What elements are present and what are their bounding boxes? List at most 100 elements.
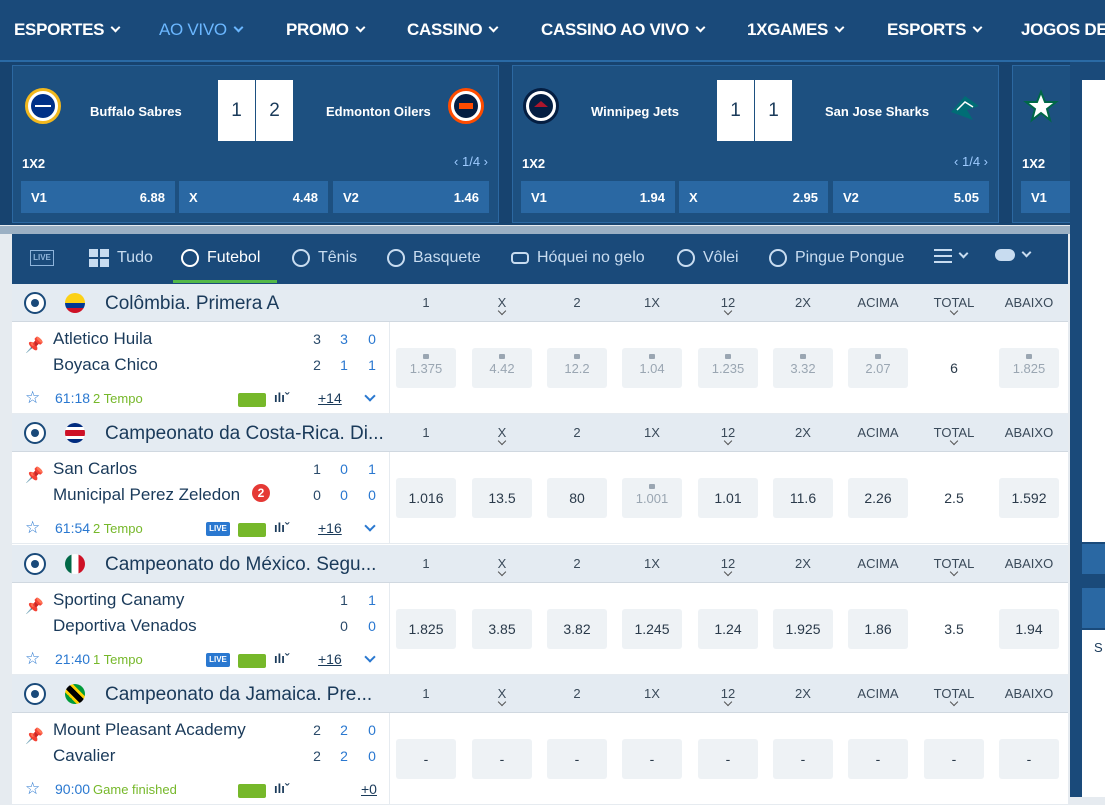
odd-cell[interactable]: 1.01 [698,478,758,518]
odd-button[interactable]: V2 1.46 [333,181,489,213]
odd-cell[interactable]: 1.245 [622,609,682,649]
column-header: 12 [698,686,758,707]
live-icon[interactable]: LIVE [206,653,230,667]
odd-cell[interactable]: 13.5 [472,478,532,518]
stats-icon[interactable]: ılıˇ [274,651,290,666]
odd-cell[interactable]: - [698,739,758,779]
nav-ao-vivo[interactable]: AO VIVO [159,20,244,40]
odd-cell[interactable]: 1.001 [622,478,682,518]
pin-icon[interactable]: 📌 [25,728,44,745]
match-row[interactable]: 📌 Sporting Canamy Deportiva Venados 1 1 0 0 ☆ 21… [12,583,1068,675]
odd-cell[interactable]: 4.42 [472,348,532,388]
match-tracker-icon[interactable] [238,393,266,407]
star-icon[interactable]: ☆ [25,779,41,798]
stats-icon[interactable]: ılıˇ [274,520,290,535]
league-header[interactable]: Campeonato da Costa-Rica. Di... 1 X 2 1X 12 2X… [12,414,1068,452]
live-icon[interactable]: LIVE [30,250,54,266]
more-sports-menu[interactable] [934,248,969,263]
odd-cell[interactable]: 1.24 [698,609,758,649]
odd-cell[interactable]: 1.86 [848,609,908,649]
chevron-down-icon[interactable] [364,651,376,663]
away-score: 1 [755,80,792,141]
odd-button[interactable]: V1 6.88 [21,181,175,213]
odd-cell[interactable]: 1.016 [396,478,456,518]
tab-volei[interactable]: Vôlei [677,249,739,267]
odd-cell[interactable]: 80 [547,478,607,518]
odd-button[interactable]: X 4.48 [179,181,328,213]
odd-cell[interactable]: 11.6 [773,478,833,518]
match-tracker-icon[interactable] [238,523,266,537]
pin-icon[interactable]: 📌 [25,598,44,615]
odd-cell[interactable]: - [622,739,682,779]
odd-cell[interactable]: 3.32 [773,348,833,388]
odd-cell[interactable]: 12.2 [547,348,607,388]
odd-cell[interactable]: - [547,739,607,779]
star-icon[interactable]: ☆ [25,518,41,537]
odd-cell[interactable]: 1.925 [773,609,833,649]
more-markets-link[interactable]: +0 [361,781,377,797]
tab-tenis[interactable]: Tênis [292,249,357,267]
odd-button[interactable]: V1 [1021,181,1071,213]
odd-cell[interactable]: - [773,739,833,779]
odd-cell[interactable]: - [472,739,532,779]
odd-button[interactable]: X 2.95 [679,181,828,213]
tab-tudo[interactable]: Tudo [89,249,153,267]
odd-cell[interactable]: 1.235 [698,348,758,388]
match-tracker-icon[interactable] [238,784,266,798]
more-markets-link[interactable]: +16 [318,651,342,667]
chevron-down-icon[interactable] [364,520,376,532]
featured-match-card[interactable]: 1X2 V1 [1012,65,1071,223]
more-markets-link[interactable]: +14 [318,390,342,406]
odd-cell[interactable]: 1.592 [999,478,1059,518]
away-score: 0 [313,487,321,503]
column-header: 2 [573,686,581,701]
pin-icon[interactable]: 📌 [25,337,44,354]
tab-futebol[interactable]: Futebol [181,249,260,267]
esports-menu[interactable] [995,247,1032,261]
nav-cassino-ao-vivo[interactable]: CASSINO AO VIVO [541,20,706,40]
more-markets-link[interactable]: +16 [318,520,342,536]
nav-jogos[interactable]: JOGOS DE [1021,20,1105,40]
league-header[interactable]: Campeonato da Jamaica. Pre... 1 X 2 1X 12 2X AC… [12,675,1068,713]
market-pager[interactable]: ‹ 1/4 › [954,154,988,169]
chevron-down-icon[interactable] [364,390,376,402]
odd-cell[interactable]: 2.26 [848,478,908,518]
odd-cell[interactable]: 1.375 [396,348,456,388]
nav-promo[interactable]: PROMO [286,20,366,40]
match-row[interactable]: 📌 San Carlos Municipal Perez Zeledon 2 1 0 1 0 0… [12,452,1068,544]
odd-cell[interactable]: - [999,739,1059,779]
odd-cell[interactable]: 3.85 [472,609,532,649]
featured-match-card[interactable]: Buffalo Sabres 1 2 Edmonton Oilers 1X2 ‹… [12,65,499,223]
odd-button[interactable]: V1 1.94 [521,181,675,213]
odd-cell[interactable]: 1.825 [396,609,456,649]
odd-cell[interactable]: - [848,739,908,779]
market-pager[interactable]: ‹ 1/4 › [454,154,488,169]
match-row[interactable]: 📌 Atletico Huila Boyaca Chico 3 3 0 2 1 1 ☆ 61:18 2… [12,322,1068,414]
odd-cell[interactable]: 1.04 [622,348,682,388]
odd-cell[interactable]: 3.82 [547,609,607,649]
nav-esportes[interactable]: ESPORTES [14,20,121,40]
live-icon[interactable]: LIVE [206,522,230,536]
odd-cell[interactable]: 1.825 [999,348,1059,388]
match-tracker-icon[interactable] [238,654,266,668]
star-icon[interactable]: ☆ [25,388,41,407]
pin-icon[interactable]: 📌 [25,467,44,484]
odd-cell[interactable]: - [924,739,984,779]
league-header[interactable]: Colômbia. Primera A 1 X 2 1X 12 2X ACIMA TOTAL AB… [12,284,1068,322]
tab-pingue-pongue[interactable]: Pingue Pongue [769,249,904,267]
nav-esports[interactable]: ESPORTS [887,20,983,40]
featured-match-card[interactable]: Winnipeg Jets 1 1 San Jose Sharks 1X2 ‹ … [512,65,999,223]
stats-icon[interactable]: ılıˇ [274,781,290,796]
tab-hoquei[interactable]: Hóquei no gelo [511,249,645,267]
nav-1xgames[interactable]: 1XGAMES [747,20,845,40]
tab-basquete[interactable]: Basquete [387,249,481,267]
odd-cell[interactable]: - [396,739,456,779]
odd-cell[interactable]: 1.94 [999,609,1059,649]
match-row[interactable]: 📌 Mount Pleasant Academy Cavalier 2 2 0 2 2 0 ☆ 90… [12,713,1068,805]
star-icon[interactable]: ☆ [25,649,41,668]
league-header[interactable]: Campeonato do México. Segu... 1 X 2 1X 12 2X AC… [12,545,1068,583]
odd-cell[interactable]: 2.07 [848,348,908,388]
stats-icon[interactable]: ılıˇ [274,390,290,405]
odd-button[interactable]: V2 5.05 [833,181,989,213]
nav-cassino[interactable]: CASSINO [407,20,499,40]
